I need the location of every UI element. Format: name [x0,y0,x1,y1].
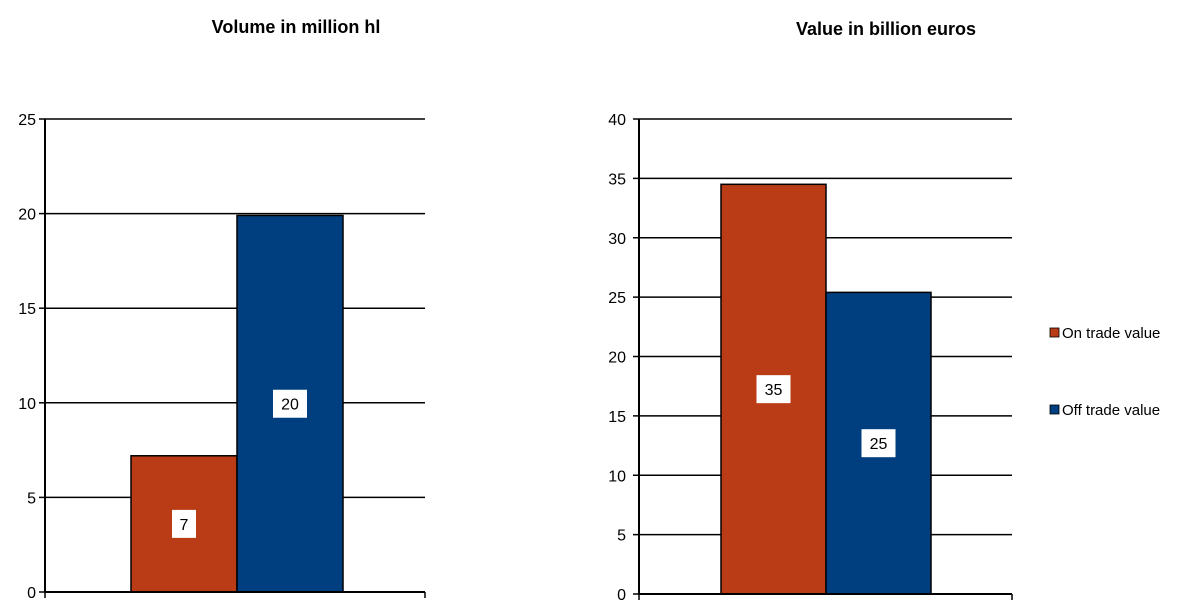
value-chart-title: Value in billion euros [796,19,976,39]
volume-chart-title: Volume in million hl [212,17,381,37]
legend-label-off-trade: Off trade value [1062,402,1160,419]
volume-tick-label: 5 [27,490,36,507]
value-tick-label: 40 [608,112,626,129]
legend-swatch-off-trade [1049,404,1060,415]
value-tick-label: 35 [608,171,626,188]
value-tick-label: 0 [617,587,626,601]
value-data-label: 35 [765,382,783,399]
volume-tick-label: 25 [18,112,36,129]
legend-swatch-on-trade [1049,327,1060,338]
value-tick-label: 25 [608,290,626,307]
value-tick-label: 10 [608,468,626,485]
volume-data-label-box [172,509,196,538]
value-data-label: 25 [870,436,888,453]
value-tick-label: 30 [608,231,626,248]
value-chart: Value in billion euros 0 5 10 15 20 25 30 35 40 3… [608,19,1013,601]
volume-data-label: 20 [281,397,299,414]
legend: On trade value Off trade value [1049,325,1160,419]
legend-label-on-trade: On trade value [1062,325,1160,342]
value-tick-label: 15 [608,409,626,426]
value-data-label-box [861,429,896,458]
value-tick-label: 5 [617,528,626,545]
volume-tick-label: 10 [18,396,36,413]
value-data-label-box [756,375,791,404]
value-tick-label: 20 [608,350,626,367]
volume-tick-label: 20 [18,207,36,224]
volume-data-label: 7 [180,517,189,534]
volume-chart: Volume in million hl 0 5 10 15 20 25 7 20 [18,17,426,601]
volume-data-label-box [273,389,307,418]
volume-tick-label: 15 [18,301,36,318]
volume-tick-label: 0 [27,585,36,601]
